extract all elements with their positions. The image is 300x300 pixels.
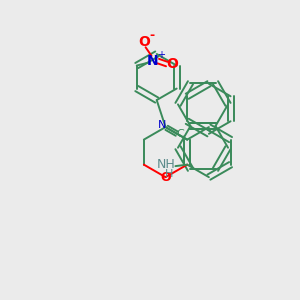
- Text: C: C: [177, 129, 184, 139]
- Text: NH: NH: [157, 158, 176, 171]
- Text: -: -: [149, 29, 154, 42]
- Text: H: H: [165, 169, 174, 179]
- Text: +: +: [157, 50, 165, 60]
- Text: N: N: [158, 120, 166, 130]
- Text: N: N: [147, 54, 159, 68]
- Text: O: O: [166, 57, 178, 71]
- Text: O: O: [138, 35, 150, 49]
- Text: O: O: [160, 171, 171, 184]
